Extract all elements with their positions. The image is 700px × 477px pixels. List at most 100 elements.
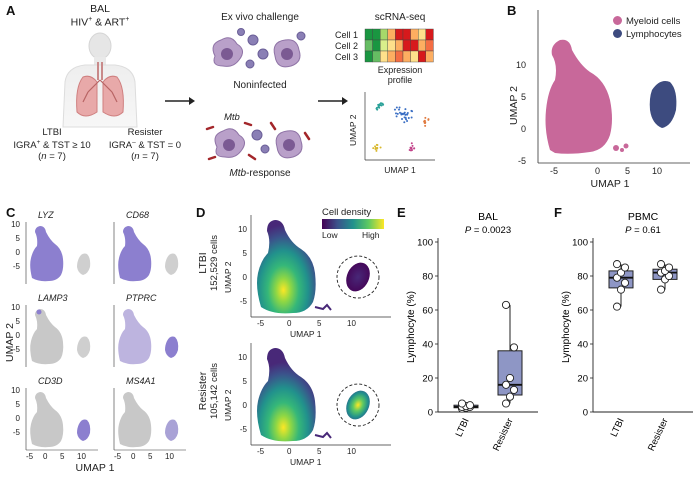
umap-point <box>406 111 409 114</box>
category-label: LTBI <box>454 417 472 439</box>
heatmap-cell <box>395 50 404 63</box>
bal-boxplot: BAL P = 0.0023 0 20 40 60 80 100 Lymphocyte (%) L… <box>406 211 538 453</box>
data-point <box>612 260 622 269</box>
ltbi-group-label: LTBI <box>42 127 62 138</box>
ltbi-n: (n = 7) <box>38 151 66 162</box>
tick-label: -5 <box>257 447 265 456</box>
tick-label: 5 <box>242 377 247 386</box>
legend-lymphocytes: Lymphocytes <box>613 29 682 40</box>
human-lungs-illustration <box>62 32 138 128</box>
umap-point <box>424 122 427 125</box>
tick-label: 10 <box>11 303 20 312</box>
umap-point <box>423 120 426 123</box>
tick-label: -5 <box>239 425 247 434</box>
tick-label: 0 <box>242 273 247 282</box>
mini-umap-ylabel: UMAP 2 <box>348 114 358 147</box>
pbmc-boxplot: PBMC P = 0.61 0 20 40 60 80 100 Lymphocyte (%) LT… <box>561 211 693 453</box>
heatmap-cell <box>410 28 419 41</box>
p-value: P = 0.61 <box>625 225 661 236</box>
panel-label-a: A <box>6 3 16 18</box>
noninfected-cells-illustration <box>212 28 306 69</box>
legend-swatch <box>613 29 622 38</box>
tick-label: 5 <box>15 234 20 243</box>
heatmap-cell <box>418 50 427 63</box>
umap-point <box>403 116 406 119</box>
myeloid-cluster <box>118 309 152 365</box>
gene-label: CD3D <box>38 376 63 386</box>
category-label: Resister <box>491 417 516 453</box>
heatmap-cell <box>379 28 388 41</box>
data-point <box>509 343 519 352</box>
myeloid-cluster <box>545 39 629 154</box>
gene-label: PTPRC <box>126 293 157 303</box>
arrow-icon <box>165 97 195 105</box>
data-point <box>501 380 511 389</box>
heatmap-cell <box>395 39 404 52</box>
mini-umap-illustration <box>364 92 435 161</box>
category-label: Resister <box>646 417 671 453</box>
myeloid-density <box>257 348 316 442</box>
tick-label: 0 <box>43 452 48 461</box>
gene-label: CD68 <box>126 210 150 220</box>
umap-point <box>396 112 399 115</box>
umap-cell-types-plot <box>537 10 690 164</box>
lymphocyte-cluster <box>165 336 179 358</box>
tick-label: 5 <box>317 319 322 328</box>
data-point <box>505 373 515 383</box>
box <box>497 350 523 396</box>
heatmap-cell <box>387 39 396 52</box>
heatmap-cell <box>387 50 396 63</box>
noninfected-label: Noninfected <box>233 80 287 91</box>
heatmap-cell <box>364 28 373 41</box>
heatmap-cell <box>425 39 434 52</box>
panel-label-b: B <box>507 3 517 18</box>
c-xlabel: UMAP 1 <box>75 462 115 474</box>
heatmap-cell <box>372 28 381 41</box>
umap-point <box>404 113 407 116</box>
y-axis-label: Lymphocyte (%) <box>561 291 572 363</box>
umap-point <box>374 145 377 148</box>
umap-point <box>372 147 375 150</box>
data-point <box>612 302 622 311</box>
tick-label: 0 <box>15 248 20 257</box>
lymphocyte-cluster <box>649 81 677 128</box>
umap-point <box>403 111 406 114</box>
gene-umap <box>25 222 91 284</box>
lymphocyte-highlight-circle <box>336 255 380 299</box>
density-high-label: High <box>362 230 380 240</box>
tick-label: 20 <box>577 374 588 385</box>
tick-label: 0 <box>595 166 601 176</box>
tick-label: -5 <box>26 452 34 461</box>
density-umaps: LTBI 152,529 cells UMAP 2 10 5 0 -5 -5 0 5 10 UMAP … <box>195 205 395 475</box>
umap-point <box>401 112 404 115</box>
scrna-seq-title: scRNA-seq <box>374 12 426 23</box>
tick-label: 40 <box>422 340 433 351</box>
umap-point <box>406 113 409 116</box>
group-name-label: LTBI <box>197 252 209 274</box>
lymphocyte-density <box>346 262 370 292</box>
cell-labels: Cell 1 Cell 2 Cell 3 <box>335 30 358 63</box>
resister-group-label: Resister <box>127 127 163 138</box>
umap-point <box>424 116 427 119</box>
data-point <box>620 263 630 272</box>
cell-label: Cell 3 <box>335 52 359 62</box>
bal-title: BAL <box>90 3 110 15</box>
umap-point <box>413 147 416 150</box>
gene-expression-umaps: LYZ 10 5 0 -5 CD68 LAMP3 10 5 0 -5 PTPRC CD3D 10 5 0 -5 -… <box>10 210 195 470</box>
umap-point <box>410 146 413 149</box>
tick-label: 10 <box>238 353 247 362</box>
umap-point <box>424 124 427 127</box>
tick-label: 5 <box>60 452 65 461</box>
gene-umap <box>25 305 91 367</box>
data-point <box>465 401 475 410</box>
lymphocyte-cluster <box>77 336 91 358</box>
umap-point <box>408 149 411 152</box>
gene-umap <box>113 305 179 367</box>
umap-point <box>375 149 378 152</box>
data-point <box>656 285 666 294</box>
umap-point <box>411 144 414 147</box>
heatmap-cell <box>410 39 419 52</box>
myeloid-cluster <box>30 392 64 448</box>
gene-label: MS4A1 <box>126 376 156 386</box>
tick-label: -5 <box>12 262 20 271</box>
